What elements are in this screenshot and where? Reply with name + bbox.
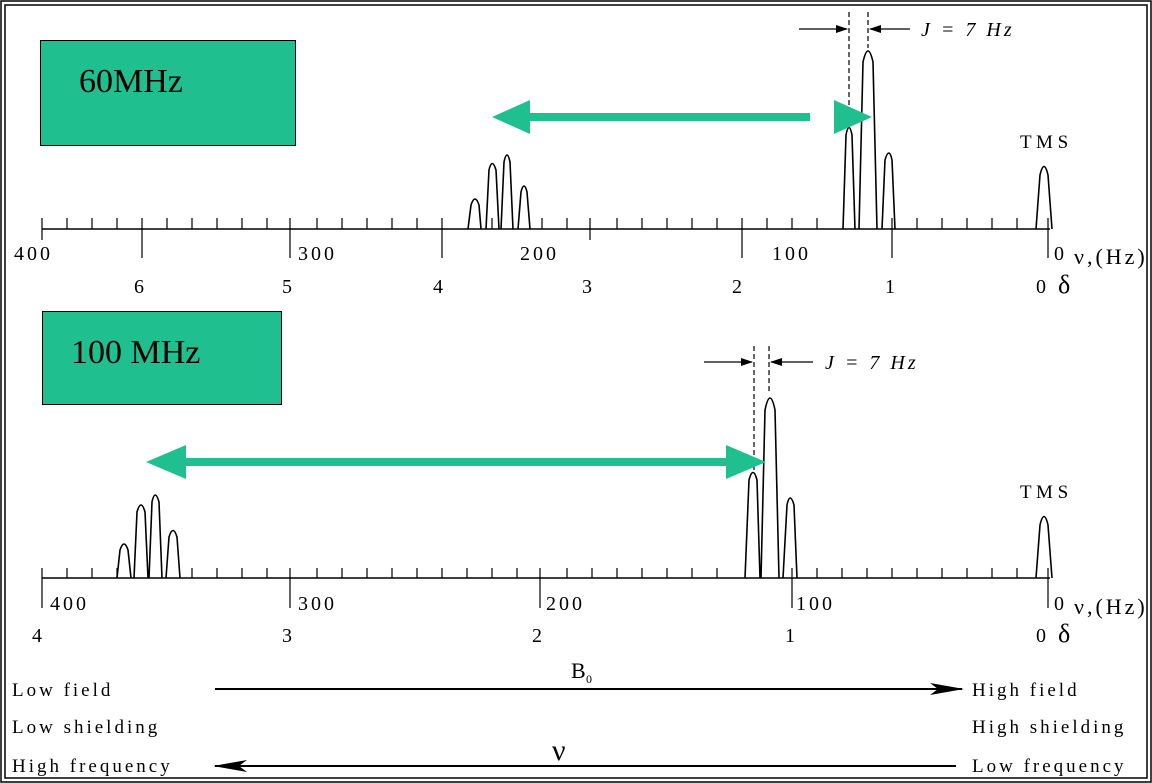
hz-tick-label: 200: [520, 243, 559, 265]
axis-ticks: [41, 568, 1049, 608]
tms-label: T M S: [1020, 132, 1068, 153]
axis-ticks: [41, 218, 1049, 258]
peak-tms: [1035, 515, 1053, 579]
b0-label: B: [571, 658, 586, 683]
hz-tick-label: 300: [298, 593, 337, 615]
hz-tick-label: 400: [50, 593, 89, 615]
j-coupling-marker: J = 7 Hz: [704, 346, 919, 470]
chemical-shift-arrow: [492, 100, 872, 134]
delta-tick-label: 3: [282, 625, 292, 647]
delta-tick-label: 2: [532, 625, 542, 647]
frequency-label: 60MHz: [79, 63, 183, 100]
nu-label: ν: [552, 734, 566, 767]
hz-axis-label: ν,(Hz): [1074, 244, 1148, 269]
delta-tick-label: 6: [134, 276, 144, 298]
hz-tick-label: 100: [772, 243, 811, 265]
chemical-shift-arrow: [146, 445, 766, 479]
delta-axis-label: δ: [1058, 270, 1070, 299]
peak-multiplet-right: [782, 497, 798, 579]
hz-tick-label: 0: [1054, 593, 1067, 615]
high-shielding-label: High shielding: [972, 717, 1126, 738]
delta-tick-label: 4: [433, 276, 443, 298]
peak-multiplet-left: [148, 494, 163, 579]
frequency-label-box-100mhz: 100 MHz: [42, 311, 282, 405]
peak-multiplet-left: [165, 529, 181, 579]
hz-tick-label: 0: [1054, 243, 1067, 265]
spectrum-60mhz: J = 7 Hz T M S 400 300 200 100 0 ν,(Hz) …: [14, 12, 1148, 299]
hz-tick-label: 200: [546, 593, 585, 615]
delta-tick-label: 4: [32, 625, 42, 647]
peak-multiplet-left: [467, 198, 482, 230]
peak-multiplet-right: [881, 152, 896, 230]
low-shielding-label: Low shielding: [12, 717, 160, 738]
delta-tick-label: 2: [732, 276, 742, 298]
frequency-label: 100 MHz: [71, 334, 201, 371]
peak-tms: [1035, 165, 1053, 230]
delta-tick-label: 1: [785, 625, 795, 647]
field-legend: Low field Low shielding High frequency H…: [12, 658, 1127, 777]
peaks-100mhz: [116, 397, 1053, 579]
high-field-label: High field: [972, 680, 1080, 701]
delta-tick-label: 5: [282, 276, 292, 298]
inner-border: [4, 4, 1148, 779]
peaks-60mhz: [467, 50, 1053, 230]
hz-tick-label: 300: [298, 243, 337, 265]
spectrum-100mhz: J = 7 Hz T M S 400 300 200 100 0 ν,(Hz) …: [32, 346, 1148, 648]
peak-multiplet-right: [858, 50, 878, 230]
delta-axis-label: δ: [1058, 619, 1070, 648]
hz-axis-label: ν,(Hz): [1074, 594, 1148, 619]
low-frequency-label: Low frequency: [972, 756, 1127, 777]
peak-multiplet-left: [116, 543, 132, 579]
j-label: J = 7 Hz: [825, 352, 919, 374]
delta-tick-label: 1: [885, 276, 895, 298]
tms-label: T M S: [1020, 482, 1068, 503]
peak-multiplet-right: [744, 471, 761, 579]
high-frequency-label: High frequency: [12, 756, 173, 777]
delta-tick-label: 0: [1036, 625, 1046, 647]
peak-multiplet-left: [517, 185, 531, 230]
hz-tick-label: 400: [14, 243, 53, 265]
j-label: J = 7 Hz: [921, 19, 1015, 41]
peak-multiplet-left: [500, 154, 514, 230]
peak-multiplet-left: [133, 504, 149, 579]
delta-tick-label: 0: [1036, 276, 1046, 298]
peak-multiplet-right: [760, 397, 780, 579]
b0-subscript: 0: [586, 672, 592, 686]
j-coupling-marker: J = 7 Hz: [799, 12, 1015, 125]
hz-tick-label: 100: [796, 593, 835, 615]
peak-multiplet-right: [842, 126, 856, 230]
low-field-label: Low field: [12, 680, 113, 701]
delta-tick-label: 3: [582, 276, 592, 298]
peak-multiplet-left: [485, 162, 500, 230]
frequency-label-box-60mhz: 60MHz: [40, 40, 296, 146]
